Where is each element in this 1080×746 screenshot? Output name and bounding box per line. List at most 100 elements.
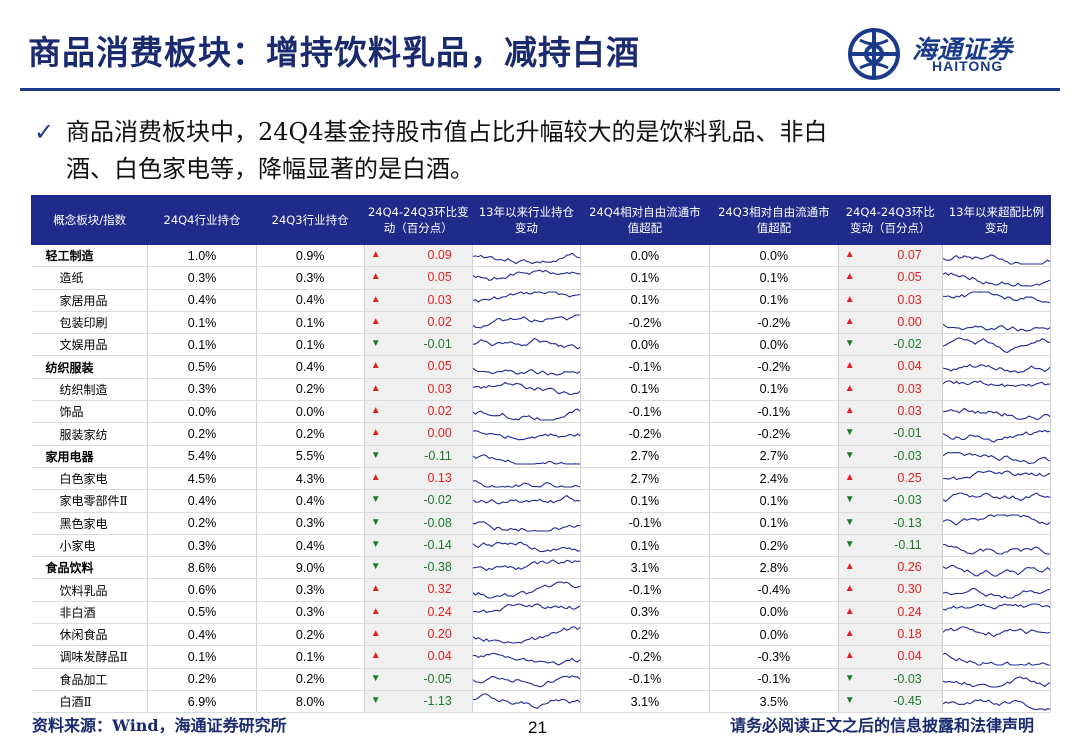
q3-holding: 0.4% (256, 355, 365, 379)
down-arrow-icon: ▼ (844, 494, 855, 506)
overweight-trend (942, 645, 1052, 669)
overweight-trend (942, 668, 1052, 691)
q4-holding: 8.6% (147, 556, 257, 580)
overweight-change: ▼ -0.11 (838, 534, 943, 558)
q4-overweight: 2.7% (580, 444, 710, 468)
down-arrow-icon: ▼ (844, 694, 855, 706)
title-divider (20, 88, 1060, 91)
q3-holding: 0.3% (256, 578, 365, 602)
logo-en-text: HAITONG (932, 58, 1004, 74)
q3-overweight: 0.0% (709, 243, 839, 268)
sparkline (942, 587, 1050, 599)
change-value: 0.05 (897, 270, 922, 285)
sparkline (942, 470, 1050, 480)
change-value: -0.38 (423, 560, 452, 575)
sparkline (472, 291, 580, 303)
table-row: 饰品 0.0% 0.0% ▲ 0.02 -0.1% -0.1% ▲ 0.03 (31, 400, 1052, 424)
overweight-change: ▼ -0.01 (838, 422, 943, 446)
q4-overweight: -0.1% (580, 668, 710, 691)
overweight-change: ▲ 0.04 (838, 645, 943, 669)
holdings-table: 概念板块/指数 24Q4行业持仓 24Q3行业持仓 24Q4-24Q3环比变动（百分点… (30, 195, 1052, 714)
change-value: -0.11 (424, 448, 452, 463)
change-value: 0.32 (427, 582, 452, 597)
up-arrow-icon: ▲ (844, 583, 855, 595)
sparkline (942, 323, 1050, 332)
sparkline-path (472, 252, 580, 264)
overweight-change: ▲ 0.30 (838, 578, 943, 602)
holding-change: ▲ 0.02 (364, 311, 473, 335)
down-arrow-icon: ▼ (370, 672, 381, 684)
overweight-change: ▲ 0.04 (838, 355, 943, 379)
sparkline-path (472, 541, 580, 552)
change-value: 0.03 (897, 292, 922, 307)
down-arrow-icon: ▼ (370, 561, 381, 573)
sparkline-path (472, 454, 580, 465)
column-header: 13年以来超配比例变动 (941, 195, 1052, 245)
table-row: 休闲食品 0.4% 0.2% ▲ 0.20 0.2% 0.0% ▲ 0.18 (31, 623, 1052, 647)
change-value: -0.45 (893, 693, 922, 708)
sector-name: 小家电 (31, 534, 149, 558)
logo-cn-text: 海通证券 (912, 35, 1013, 64)
sector-name: 白酒Ⅱ (31, 690, 149, 714)
holding-trend (472, 266, 581, 290)
sector-name: 纺织服装 (31, 355, 149, 379)
sparkline-path (942, 626, 1050, 637)
sector-name: 造纸 (31, 266, 149, 290)
sparkline-path (942, 676, 1050, 688)
overweight-change: ▲ 0.05 (838, 266, 943, 290)
sparkline-path (942, 337, 1050, 353)
table-row: 黑色家电 0.2% 0.3% ▼ -0.08 -0.1% 0.1% ▼ -0.13 (31, 512, 1052, 535)
overweight-trend (942, 512, 1052, 535)
table-row: 纺织服装 0.5% 0.4% ▲ 0.05 -0.1% -0.2% ▲ 0.04 (31, 355, 1052, 379)
sparkline-path (942, 603, 1050, 611)
up-arrow-icon: ▲ (370, 583, 381, 595)
overweight-change: ▼ -0.45 (838, 690, 943, 714)
change-value: -0.01 (893, 426, 922, 441)
overweight-trend (942, 489, 1052, 513)
sector-name: 食品加工 (31, 668, 149, 691)
overweight-trend (942, 601, 1052, 625)
overweight-trend (942, 578, 1052, 602)
sparkline (472, 382, 580, 396)
sparkline (942, 626, 1050, 637)
holding-trend (472, 444, 581, 468)
up-arrow-icon: ▲ (844, 382, 855, 394)
sparkline (472, 675, 580, 688)
overweight-trend (942, 534, 1052, 558)
sparkline-path (472, 521, 580, 532)
overweight-trend (942, 623, 1052, 647)
up-arrow-icon: ▲ (370, 293, 381, 305)
holding-change: ▲ 0.04 (364, 645, 473, 669)
up-arrow-icon: ▲ (370, 471, 381, 483)
holding-trend (472, 623, 581, 647)
q3-holding: 0.4% (256, 289, 365, 312)
q4-overweight: 0.1% (580, 289, 710, 312)
q3-overweight: -0.1% (709, 400, 839, 424)
sparkline-path (942, 514, 1050, 526)
disclaimer: 请务必阅读正文之后的信息披露和法律声明 (729, 716, 1034, 735)
overweight-change: ▲ 0.18 (838, 623, 943, 647)
sector-name: 黑色家电 (31, 512, 149, 535)
change-value: -0.05 (423, 671, 452, 686)
overweight-trend (942, 266, 1052, 290)
q4-holding: 0.2% (147, 668, 257, 691)
down-arrow-icon: ▼ (844, 427, 855, 439)
sparkline (472, 313, 580, 329)
sparkline-path (472, 559, 580, 572)
q3-holding: 0.3% (256, 512, 365, 535)
q4-overweight: 0.1% (580, 266, 710, 290)
q4-overweight: 2.7% (580, 467, 710, 491)
table-row: 白色家电 4.5% 4.3% ▲ 0.13 2.7% 2.4% ▲ 0.25 (31, 467, 1052, 491)
sparkline (472, 479, 580, 488)
table-row: 小家电 0.3% 0.4% ▼ -0.14 0.1% 0.2% ▼ -0.11 (31, 534, 1052, 558)
sector-name: 纺织制造 (31, 378, 149, 402)
change-value: 0.03 (427, 381, 452, 396)
sparkline-path (472, 430, 580, 441)
q3-overweight: 0.1% (709, 266, 839, 290)
up-arrow-icon: ▲ (844, 605, 855, 617)
overweight-trend (942, 400, 1052, 424)
q3-overweight: 0.1% (709, 512, 839, 535)
up-arrow-icon: ▲ (844, 315, 855, 327)
q3-overweight: 0.1% (709, 378, 839, 402)
overweight-trend (942, 422, 1052, 446)
